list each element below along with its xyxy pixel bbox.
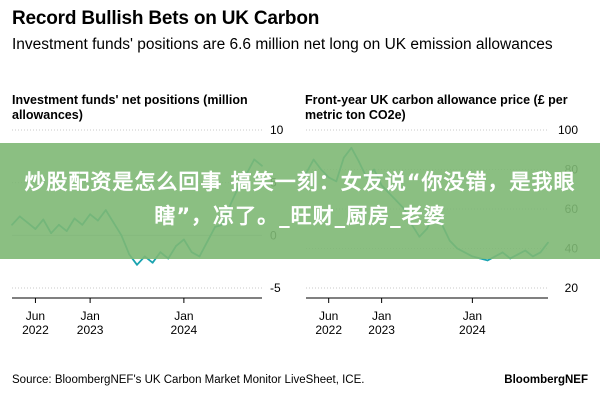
fund-positions-y-tick-label: 10 xyxy=(270,123,284,137)
carbon-price-data-point xyxy=(486,259,489,262)
carbon-price-y-tick-label: 20 xyxy=(565,281,579,295)
chart-subtitle: Investment funds' positions are 6.6 mill… xyxy=(12,36,553,53)
brand-logo: BloombergNEF xyxy=(504,374,588,386)
panel-title-carbon-price: Front-year UK carbon allowance price (£ … xyxy=(305,93,568,122)
chart-title: Record Bullish Bets on UK Carbon xyxy=(12,8,320,29)
carbon-price-x-tick-label: Jan xyxy=(372,309,391,323)
carbon-price-x-tick-label: 2024 xyxy=(459,323,486,337)
fund-positions-x-tick-label: Jun xyxy=(26,309,45,323)
carbon-price-x-tick-label: Jan xyxy=(463,309,482,323)
panel-title-fund-positions: Investment funds' net positions (million… xyxy=(12,93,248,122)
fund-positions-x-tick-label: 2024 xyxy=(171,323,198,337)
fund-positions-data-point xyxy=(136,263,138,266)
fund-positions-y-tick-label: -5 xyxy=(270,281,281,295)
fund-positions-x-tick-label: 2023 xyxy=(77,323,104,337)
fund-positions-x-tick-label: 2022 xyxy=(22,323,49,337)
carbon-price-y-tick-label: 100 xyxy=(558,123,578,137)
fund-positions-x-tick-label: Jan xyxy=(80,309,99,323)
fund-positions-x-tick-label: Jan xyxy=(174,309,193,323)
source-note: Source: BloombergNEF's UK Carbon Market … xyxy=(12,374,365,386)
carbon-price-x-tick-label: 2022 xyxy=(315,323,342,337)
carbon-price-x-tick-label: Jun xyxy=(319,309,338,323)
fund-positions-data-point xyxy=(151,261,154,264)
carbon-price-x-tick-label: 2023 xyxy=(368,323,395,337)
overlay-banner-text[interactable]: 炒股配资是怎么回事 搞笑一刻：女友说“你没错，是我眼瞎”，凉了。_旺财_厨房_老… xyxy=(24,170,576,228)
overlay-banner xyxy=(0,143,600,259)
